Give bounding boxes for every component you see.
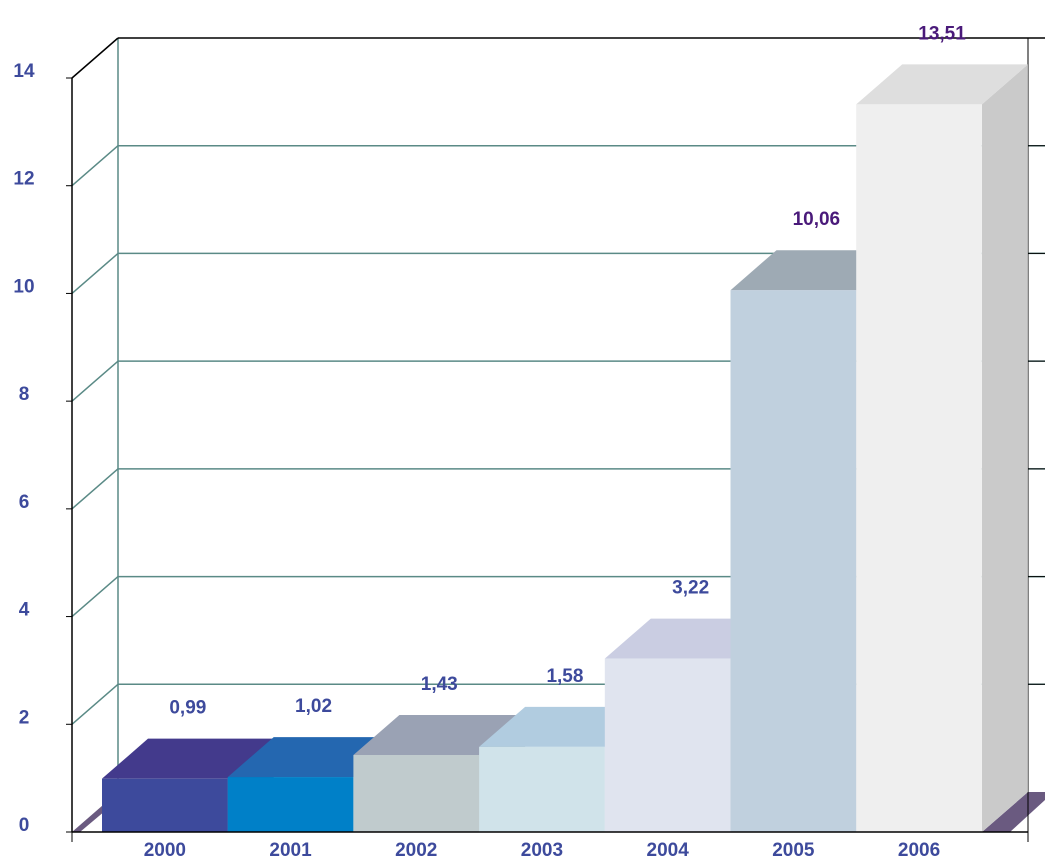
top-edge — [71, 37, 119, 79]
bar-top — [856, 64, 1028, 105]
grid-line — [71, 468, 119, 510]
x-tick-label: 2002 — [395, 840, 437, 858]
value-label: 3,22 — [672, 578, 709, 599]
floor-right — [982, 792, 1045, 832]
x-tick-label: 2004 — [647, 840, 690, 858]
bar-side — [981, 64, 1028, 832]
grid-line — [71, 576, 119, 618]
bar — [102, 778, 228, 832]
grid-line — [71, 683, 119, 725]
bar — [730, 290, 857, 832]
x-tick-label: 2006 — [898, 840, 940, 858]
grid-line — [71, 252, 119, 294]
value-label: 1,02 — [295, 696, 332, 717]
y-tick-label: 8 — [19, 384, 30, 405]
value-label: 10,06 — [793, 209, 841, 230]
bar — [856, 104, 982, 832]
y-tick-label: 14 — [13, 61, 35, 82]
x-tick-label: 2000 — [144, 840, 186, 858]
value-label: 1,43 — [421, 674, 458, 695]
bar — [353, 754, 480, 832]
value-label: 1,58 — [546, 666, 583, 687]
bar-top — [102, 738, 274, 779]
value-label: 0,99 — [169, 698, 206, 719]
bar — [479, 746, 605, 832]
grid-line — [71, 360, 119, 402]
y-tick-label: 6 — [19, 492, 30, 513]
y-tick-label: 10 — [13, 276, 34, 297]
x-tick-label: 2001 — [269, 840, 312, 858]
y-tick-label: 2 — [19, 707, 30, 728]
y-tick-label: 0 — [19, 815, 30, 836]
x-tick-label: 2003 — [521, 840, 563, 858]
y-tick-label: 4 — [19, 600, 30, 621]
bar — [604, 658, 731, 832]
x-tick-label: 2005 — [772, 840, 815, 858]
y-tick-label: 12 — [13, 169, 34, 190]
grid-line — [71, 145, 119, 187]
value-label: 13,51 — [918, 23, 966, 44]
bar — [227, 777, 354, 832]
